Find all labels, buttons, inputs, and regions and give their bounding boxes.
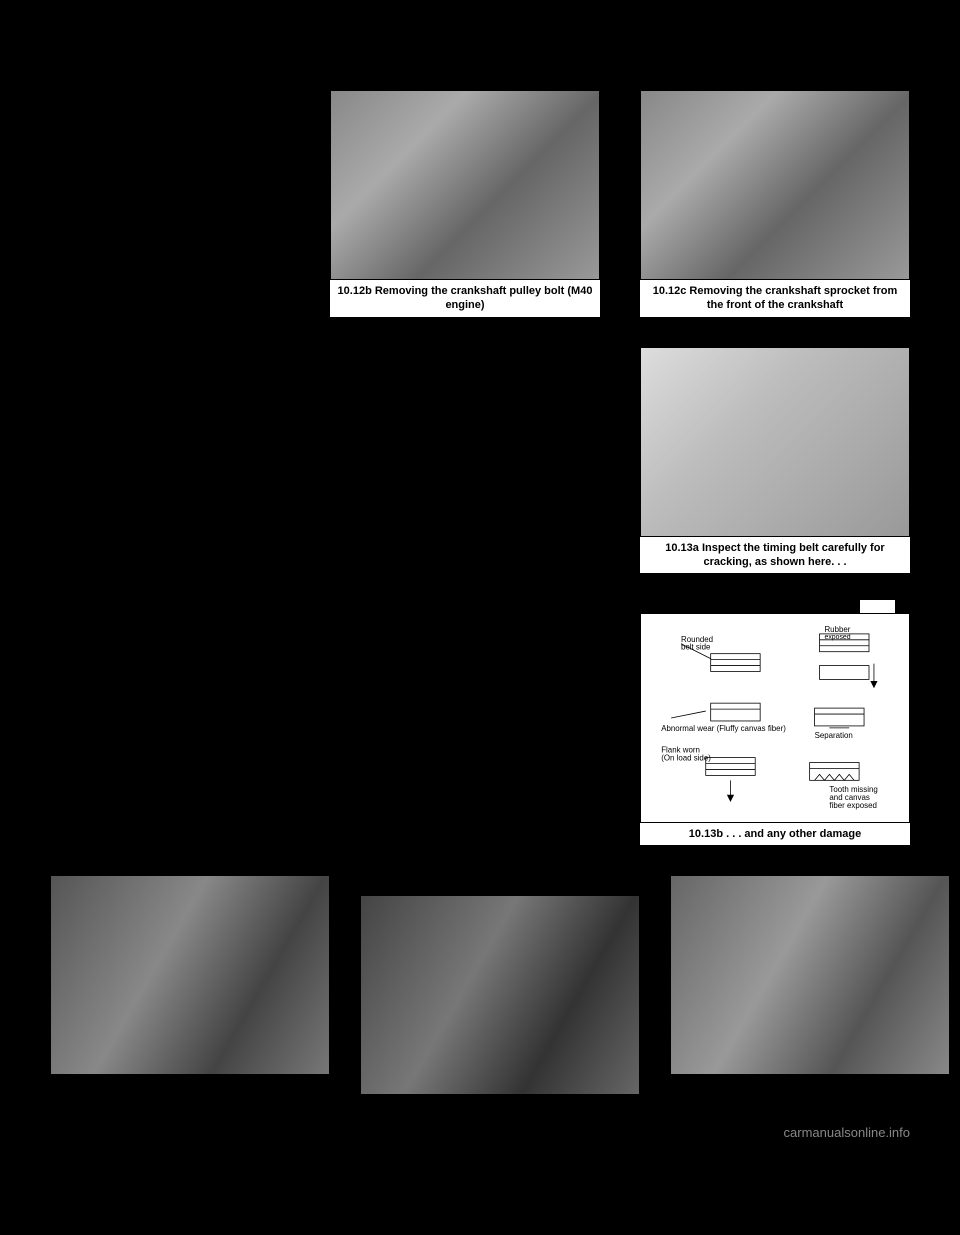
watermark-text: carmanualsonline.info bbox=[50, 1125, 910, 1140]
caption-10-13b: 10.13b . . . and any other damage bbox=[640, 823, 910, 845]
figure-10-13b: Rounded belt side Rubber exposed Abnorma… bbox=[640, 613, 910, 845]
figure-10-12c: 10.12c Removing the crankshaft sprocket … bbox=[640, 90, 910, 317]
photo-engine-center bbox=[360, 895, 640, 1095]
bottom-figure-left bbox=[50, 875, 330, 1075]
label-separation: Separation bbox=[815, 731, 853, 740]
photo-crankshaft-pulley-bolt bbox=[330, 90, 600, 280]
bottom-photo-row bbox=[50, 875, 910, 1095]
photo-timing-belt-cracking bbox=[640, 347, 910, 537]
page-container: 2A 10.12b Removing the crankshaft pulley… bbox=[50, 90, 910, 1140]
caption-10-12b: 10.12b Removing the crankshaft pulley bo… bbox=[330, 280, 600, 317]
label-rubber: Rubber bbox=[824, 625, 850, 634]
figure-10-13a: 10.13a Inspect the timing belt carefully… bbox=[640, 347, 910, 574]
bottom-figure-center bbox=[360, 875, 640, 1095]
bottom-figure-right bbox=[670, 875, 950, 1075]
diagram-belt-damage: Rounded belt side Rubber exposed Abnorma… bbox=[640, 613, 910, 823]
top-photo-row: 10.12b Removing the crankshaft pulley bo… bbox=[50, 90, 910, 317]
photo-engine-right bbox=[670, 875, 950, 1075]
svg-text:fiber exposed: fiber exposed bbox=[829, 801, 876, 810]
svg-text:(On load side): (On load side) bbox=[661, 754, 711, 763]
photo-engine-left bbox=[50, 875, 330, 1075]
caption-10-12c: 10.12c Removing the crankshaft sprocket … bbox=[640, 280, 910, 317]
caption-10-13a: 10.13a Inspect the timing belt carefully… bbox=[640, 537, 910, 574]
figure-10-12b: 10.12b Removing the crankshaft pulley bo… bbox=[330, 90, 600, 317]
photo-crankshaft-sprocket bbox=[640, 90, 910, 280]
label-abnormal: Abnormal wear (Fluffy canvas fiber) bbox=[661, 724, 786, 733]
svg-text:exposed: exposed bbox=[824, 634, 850, 641]
svg-text:belt side: belt side bbox=[681, 643, 711, 652]
